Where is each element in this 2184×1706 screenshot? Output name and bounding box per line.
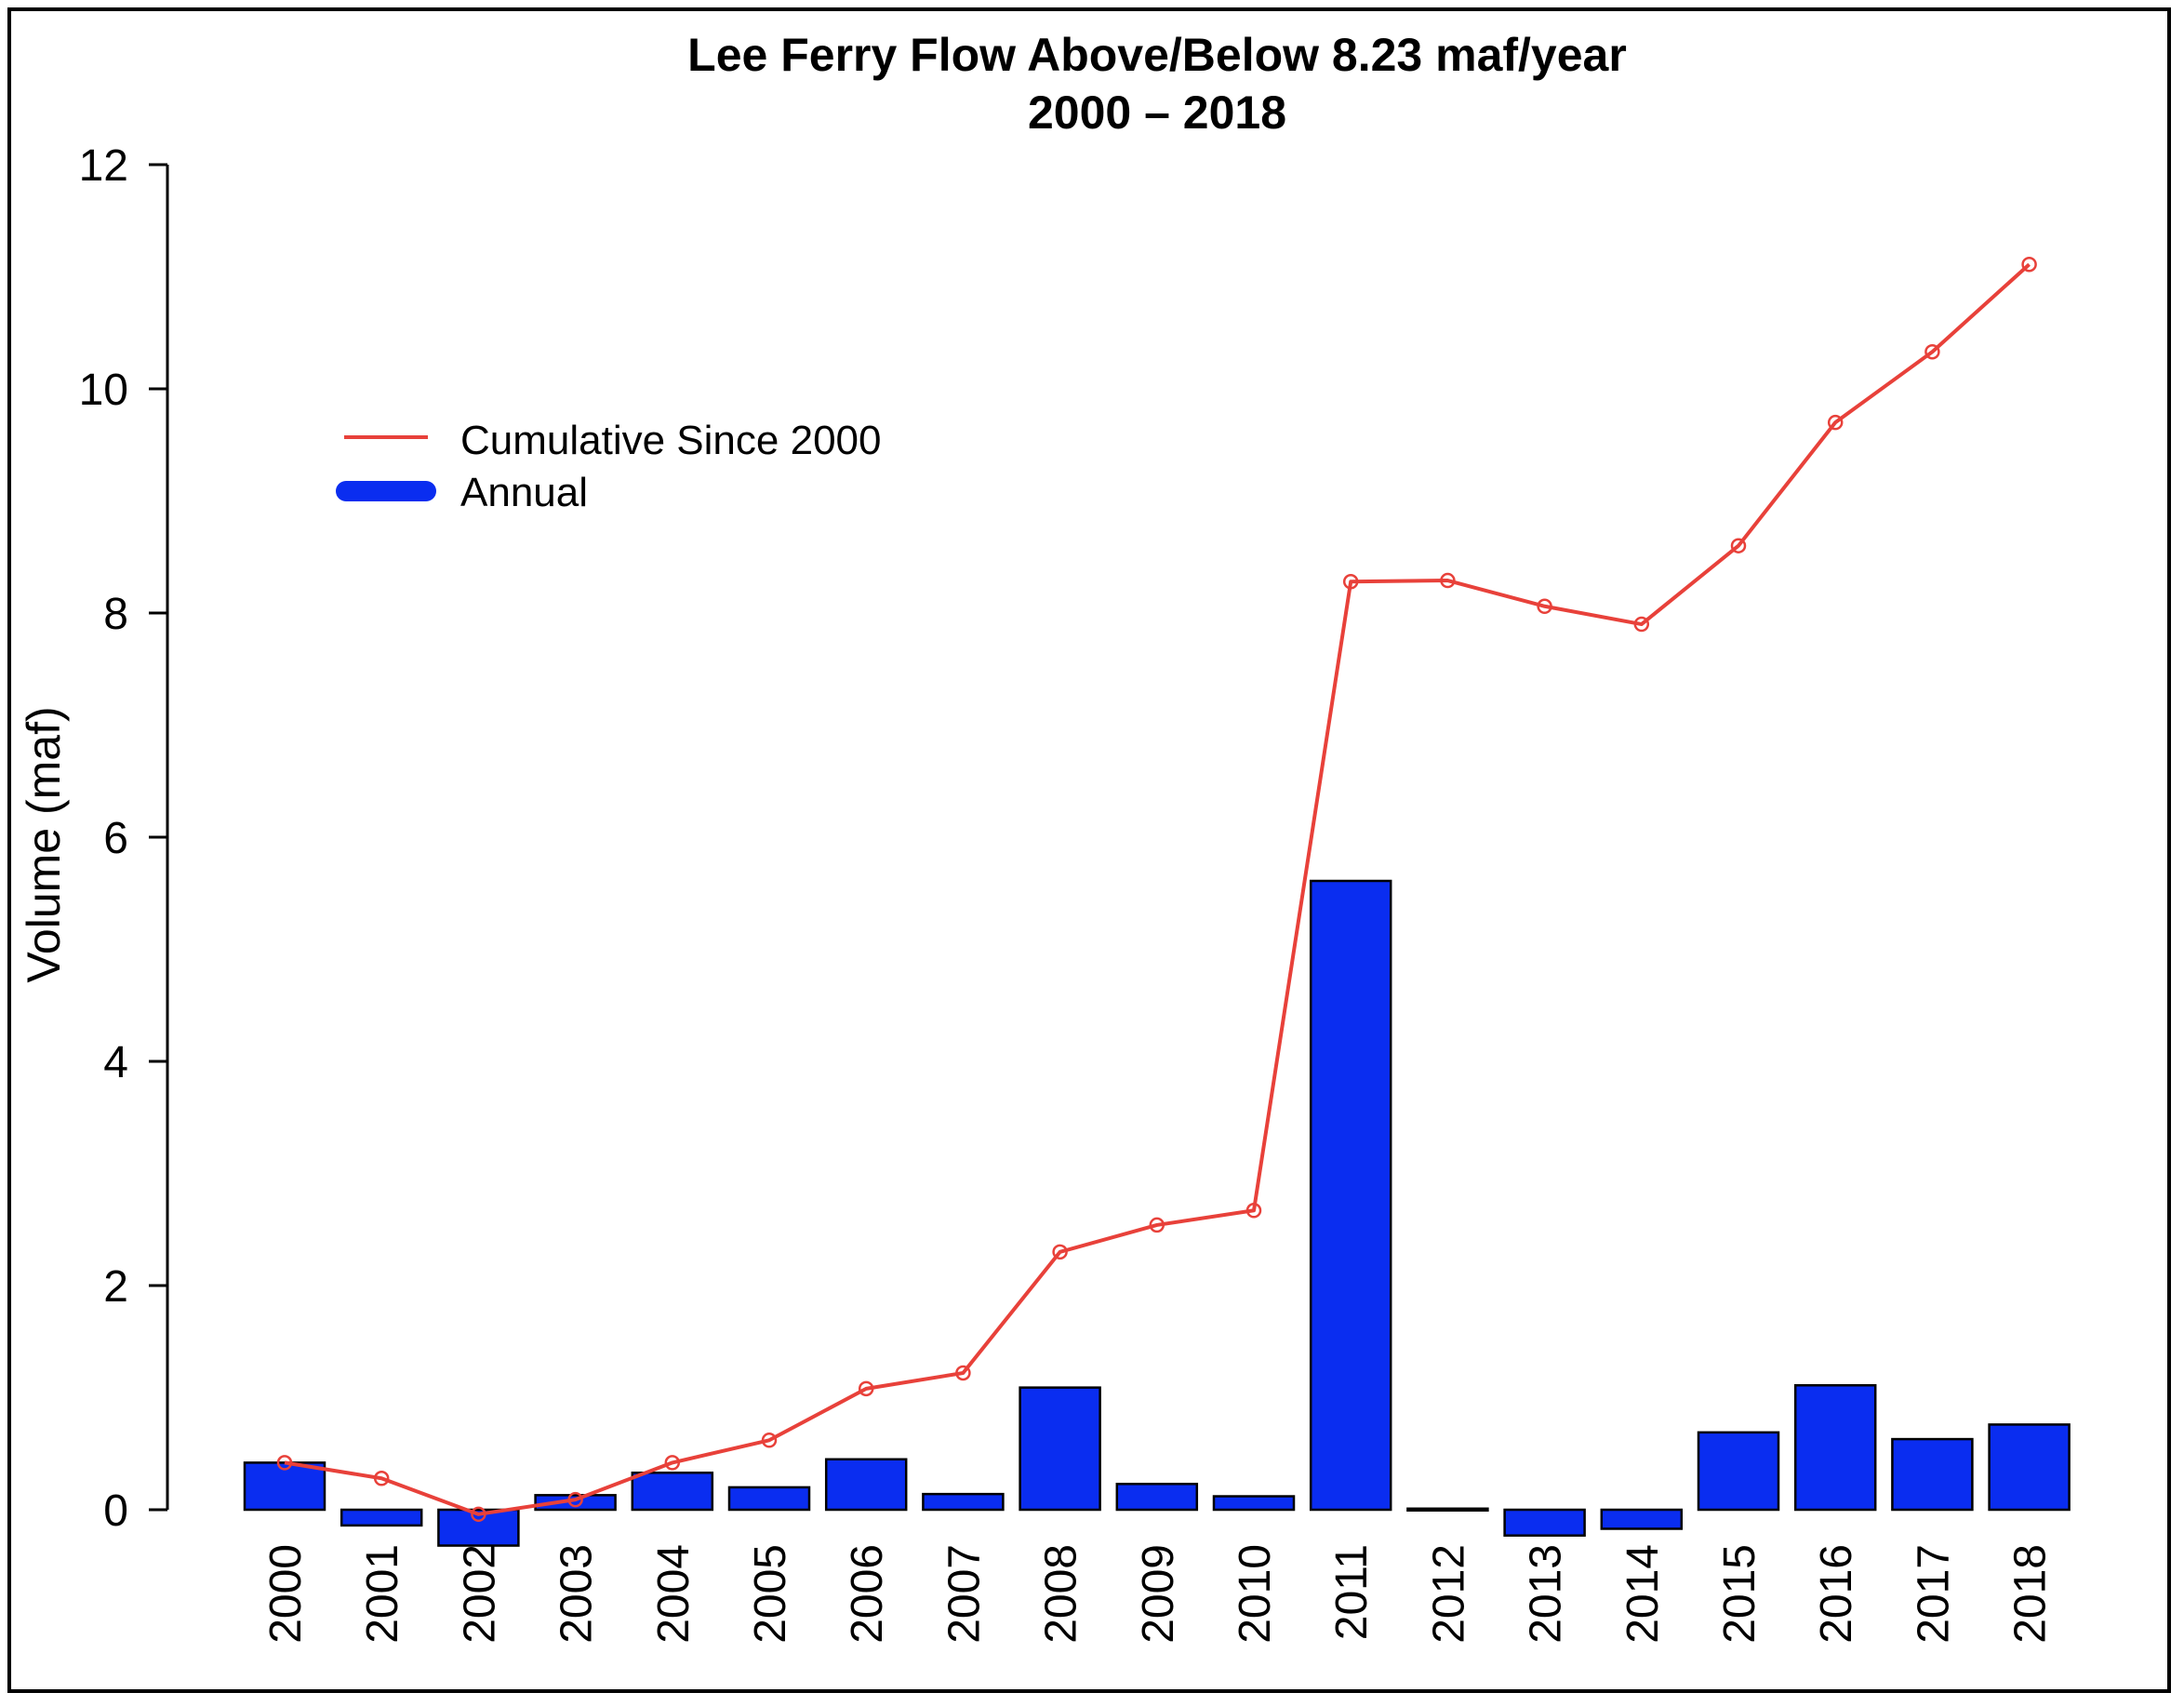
- x-tick-label: 2002: [455, 1544, 504, 1644]
- x-axis: 2000 2001 2002 2003 2004 2005 2006 2007 2008 2009…: [261, 1544, 2056, 1644]
- bar-annual-2010: [1212, 1495, 1296, 1512]
- bar-annual-2017: [1891, 1437, 1974, 1512]
- x-tick-label: 2007: [939, 1544, 989, 1644]
- x-tick-label: 2012: [1424, 1544, 1473, 1644]
- cumulative-point-2012: [1440, 572, 1456, 589]
- cumulative-point-2011: [1342, 574, 1359, 590]
- cumulative-point-2013: [1537, 598, 1552, 615]
- bar-annual-2014: [1600, 1508, 1684, 1530]
- cumulative-point-2003: [567, 1491, 583, 1508]
- x-tick-label: 2014: [1618, 1544, 1668, 1644]
- x-tick-label: 2017: [1909, 1544, 1958, 1644]
- line-series-cumulative: [276, 256, 2037, 1523]
- bar-annual-2009: [1115, 1483, 1199, 1512]
- y-axis-label: Volume (maf): [18, 706, 70, 982]
- cumulative-point-2016: [1827, 414, 1844, 431]
- x-tick-label: 2004: [649, 1544, 699, 1644]
- bar-annual-2015: [1697, 1431, 1780, 1512]
- bar-annual-2005: [727, 1486, 811, 1512]
- y-tick-label: 8: [103, 590, 128, 639]
- bar-annual-2001: [340, 1508, 423, 1527]
- bar-annual-2011: [1309, 879, 1392, 1512]
- bar-annual-2003: [534, 1494, 617, 1512]
- bar-annual-2012: [1406, 1507, 1489, 1513]
- cumulative-point-2014: [1633, 616, 1650, 633]
- cumulative-point-2006: [858, 1380, 874, 1397]
- chart-subtitle: 2000 – 2018: [1028, 87, 1286, 139]
- x-tick-label: 2003: [553, 1544, 602, 1644]
- bar-annual-2016: [1793, 1383, 1877, 1512]
- legend: Cumulative Since 2000 Annual: [336, 418, 881, 515]
- cumulative-point-2001: [373, 1471, 390, 1486]
- cumulative-point-2010: [1245, 1203, 1262, 1219]
- x-tick-label: 2015: [1715, 1544, 1765, 1644]
- cumulative-point-2005: [761, 1433, 778, 1448]
- y-tick-label: 0: [103, 1486, 128, 1536]
- y-tick-label: 4: [103, 1038, 128, 1087]
- bar-annual-2000: [243, 1461, 326, 1512]
- cumulative-point-2008: [1052, 1244, 1068, 1260]
- bar-series-annual: [243, 879, 2071, 1547]
- x-tick-label: 2016: [1812, 1544, 1861, 1644]
- y-tick-label: 12: [79, 141, 128, 191]
- bar-annual-2018: [1988, 1423, 2071, 1512]
- y-axis: 0 2 4 6 8 10 12: [79, 141, 169, 1536]
- cumulative-point-2015: [1730, 538, 1747, 553]
- x-tick-label: 2001: [358, 1544, 407, 1644]
- legend-label-annual: Annual: [460, 470, 588, 515]
- x-tick-label: 2000: [261, 1544, 311, 1644]
- cumulative-point-2000: [276, 1455, 293, 1471]
- bar-annual-2008: [1019, 1386, 1101, 1512]
- bar-annual-2004: [631, 1471, 714, 1512]
- cumulative-point-2002: [471, 1506, 486, 1523]
- x-tick-label: 2010: [1231, 1544, 1280, 1644]
- x-tick-label: 2005: [746, 1544, 795, 1644]
- cumulative-point-2017: [1924, 343, 1940, 360]
- cumulative-line: [284, 262, 2031, 1516]
- bar-annual-2013: [1503, 1508, 1586, 1537]
- y-tick-label: 2: [103, 1262, 128, 1312]
- x-tick-label: 2009: [1134, 1544, 1183, 1644]
- x-tick-label: 2018: [2006, 1544, 2056, 1644]
- cumulative-point-2018: [2021, 256, 2037, 273]
- x-tick-label: 2006: [843, 1544, 892, 1644]
- x-tick-label: 2008: [1037, 1544, 1086, 1644]
- chart-title: Lee Ferry Flow Above/Below 8.23 maf/year: [687, 29, 1627, 81]
- y-tick-label: 6: [103, 814, 128, 863]
- bar-annual-2007: [922, 1492, 1005, 1512]
- legend-label-cumulative: Cumulative Since 2000: [460, 418, 881, 463]
- cumulative-point-2004: [664, 1455, 681, 1471]
- cumulative-point-2007: [955, 1365, 971, 1381]
- x-tick-label: 2013: [1522, 1544, 1571, 1644]
- x-tick-label: 2011: [1327, 1544, 1377, 1640]
- y-tick-label: 10: [79, 366, 128, 415]
- cumulative-point-2009: [1149, 1217, 1165, 1233]
- bar-annual-2006: [824, 1458, 908, 1512]
